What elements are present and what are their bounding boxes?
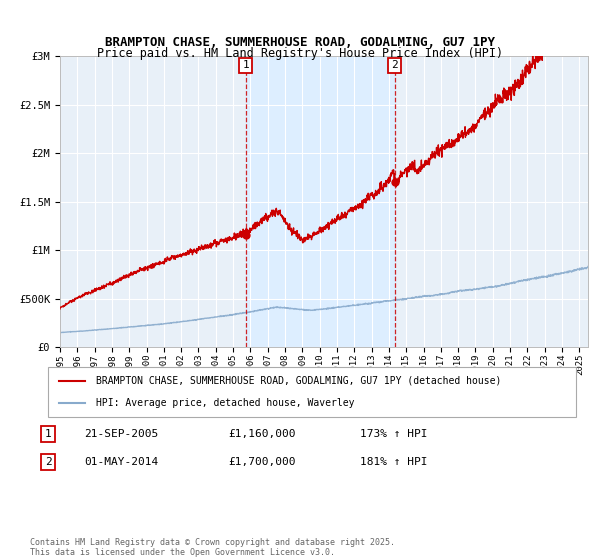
Text: BRAMPTON CHASE, SUMMERHOUSE ROAD, GODALMING, GU7 1PY: BRAMPTON CHASE, SUMMERHOUSE ROAD, GODALM… bbox=[105, 35, 495, 49]
Text: 21-SEP-2005: 21-SEP-2005 bbox=[84, 429, 158, 439]
Text: 2: 2 bbox=[44, 457, 52, 467]
Text: 01-MAY-2014: 01-MAY-2014 bbox=[84, 457, 158, 467]
Text: 1: 1 bbox=[44, 429, 52, 439]
Text: 1: 1 bbox=[242, 60, 249, 71]
Text: £1,700,000: £1,700,000 bbox=[228, 457, 296, 467]
Text: 2: 2 bbox=[391, 60, 398, 71]
Text: £1,160,000: £1,160,000 bbox=[228, 429, 296, 439]
Text: 181% ↑ HPI: 181% ↑ HPI bbox=[360, 457, 427, 467]
Text: 173% ↑ HPI: 173% ↑ HPI bbox=[360, 429, 427, 439]
FancyBboxPatch shape bbox=[48, 367, 576, 417]
Bar bbox=[245, 56, 395, 347]
Text: Contains HM Land Registry data © Crown copyright and database right 2025.
This d: Contains HM Land Registry data © Crown c… bbox=[30, 538, 395, 557]
Text: HPI: Average price, detached house, Waverley: HPI: Average price, detached house, Wave… bbox=[95, 398, 354, 408]
Text: Price paid vs. HM Land Registry's House Price Index (HPI): Price paid vs. HM Land Registry's House … bbox=[97, 46, 503, 60]
Text: BRAMPTON CHASE, SUMMERHOUSE ROAD, GODALMING, GU7 1PY (detached house): BRAMPTON CHASE, SUMMERHOUSE ROAD, GODALM… bbox=[95, 376, 501, 386]
